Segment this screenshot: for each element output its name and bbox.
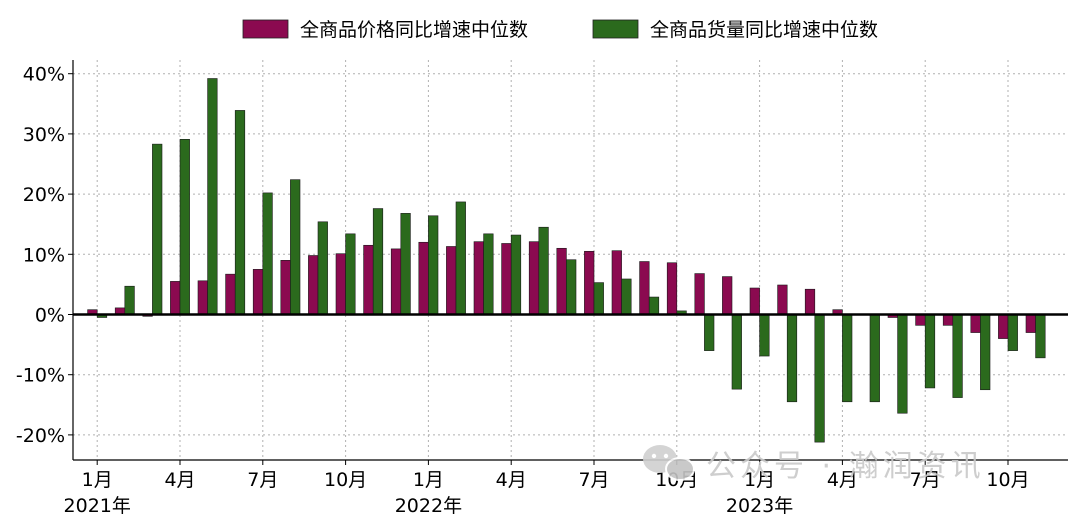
bar-s1-2021-09 (308, 255, 319, 315)
y-tick-label-2: 20% (23, 184, 65, 206)
bar-s2-2022-09 (648, 296, 660, 315)
y-tick-label-1: 30% (23, 124, 65, 146)
x-year-label-8: 2023年 (726, 495, 793, 517)
bar-s2-2023-02 (786, 314, 798, 403)
bar-s1-2021-10 (335, 253, 346, 315)
y-tick-label-6: -20% (16, 425, 65, 447)
x-tick-label-10: 7月 (910, 469, 941, 491)
bars (87, 78, 1046, 443)
watermark-text: 公众号 · 瀚润资讯 (706, 449, 985, 484)
bar-s1-2021-06 (225, 273, 236, 315)
bar-s2-2021-02 (124, 285, 135, 315)
x-tick-label-6: 7月 (578, 469, 609, 491)
bar-s2-2023-01 (759, 314, 770, 357)
x-tick-label-5: 4月 (496, 469, 527, 491)
watermark: 公众号 · 瀚润资讯 (643, 445, 985, 484)
bar-s2-2023-04 (842, 314, 853, 403)
bar-s2-2022-06 (566, 259, 577, 315)
bar-s2-2021-03 (152, 143, 163, 315)
bar-s2-2022-02 (455, 201, 466, 315)
bar-s2-2022-12 (731, 314, 742, 390)
bar-s1-2022-08 (611, 250, 622, 315)
bar-s1-2023-01 (749, 287, 760, 315)
x-tick-label-0: 1月 (82, 469, 113, 491)
bar-s2-2021-04 (179, 139, 190, 315)
x-tick-label-3: 10月 (324, 469, 367, 491)
bar-s1-2021-05 (197, 280, 208, 315)
bar-s1-2022-10 (666, 262, 678, 315)
bar-s2-2021-11 (372, 208, 384, 315)
y-tick-label-4: 0% (35, 305, 65, 327)
bar-s1-2023-07 (915, 314, 926, 326)
legend-label-2: 全商品货量同比增速中位数 (650, 19, 878, 41)
bar-s1-2022-05 (528, 241, 540, 315)
bar-s1-2022-04 (501, 243, 512, 315)
bar-s1-2022-12 (722, 276, 733, 315)
bar-s2-2023-07 (924, 314, 936, 389)
bar-s2-2022-01 (428, 215, 439, 315)
bar-s1-2022-01 (418, 241, 429, 315)
wechat-icon (643, 445, 695, 481)
x-tick-label-9: 4月 (827, 469, 858, 491)
bar-s2-2021-09 (317, 221, 328, 315)
bar-s1-2021-11 (363, 244, 374, 315)
bar-s1-2021-07 (252, 269, 264, 315)
legend: 全商品价格同比增速中位数 全商品货量同比增速中位数 (242, 19, 878, 41)
bar-s1-2022-02 (446, 246, 457, 315)
bar-s2-2021-06 (234, 110, 246, 315)
bar-s2-2021-08 (290, 179, 301, 315)
bar-s1-2022-11 (694, 273, 705, 315)
x-tick-label-8: 1月 (744, 469, 775, 491)
bar-s2-2022-03 (483, 233, 494, 315)
axes (72, 60, 1068, 461)
x-tick-label-4: 1月 (413, 469, 444, 491)
x-tick-label-11: 10月 (986, 469, 1029, 491)
y-tick-label-5: -10% (16, 365, 65, 387)
bar-s2-2023-10 (1007, 314, 1018, 351)
bar-s1-2022-06 (556, 247, 567, 315)
bar-s2-2022-07 (593, 282, 604, 315)
x-year-label-4: 2022年 (395, 495, 462, 517)
bar-s1-2023-11 (1025, 314, 1036, 333)
bar-s2-2021-05 (207, 78, 218, 315)
legend-label-1: 全商品价格同比增速中位数 (300, 19, 528, 41)
bar-s2-2023-11 (1035, 314, 1046, 359)
y-axis-ticks: 40% 30% 20% 10% 0% -10% -20% (16, 64, 73, 447)
y-tick-label-0: 40% (23, 64, 65, 86)
bar-s2-2021-12 (400, 213, 411, 315)
bar-s1-2021-08 (280, 260, 291, 315)
bar-s2-2023-03 (814, 314, 825, 443)
bar-s2-2023-06 (897, 314, 908, 414)
x-tick-label-1: 4月 (164, 469, 195, 491)
y-tick-label-3: 10% (23, 244, 65, 266)
x-year-label-0: 2021年 (64, 495, 131, 517)
bar-s1-2021-04 (170, 281, 181, 315)
x-tick-label-2: 7月 (247, 469, 278, 491)
bar-s2-2022-04 (510, 234, 522, 315)
bar-s1-2021-12 (390, 248, 402, 315)
x-axis-ticks: 1月2021年4月7月10月1月2022年4月7月10月1月2023年4月7月1… (64, 460, 1030, 517)
bar-s1-2023-02 (777, 284, 788, 315)
bar-s1-2023-08 (942, 314, 954, 326)
bar-s2-2021-07 (262, 192, 273, 315)
bar-s2-2021-10 (345, 233, 356, 315)
bar-s1-2023-03 (804, 288, 816, 315)
bar-s1-2022-07 (584, 250, 595, 315)
bar-s2-2022-08 (621, 278, 632, 315)
bar-s2-2023-08 (952, 314, 963, 398)
bar-s2-2022-11 (704, 314, 715, 351)
bar-s1-2022-09 (639, 261, 650, 315)
bar-s2-2023-05 (869, 314, 880, 403)
bar-s1-2022-03 (473, 241, 484, 315)
legend-swatch-1 (242, 19, 289, 39)
bar-s2-2022-05 (538, 226, 549, 315)
bar-s1-2023-09 (970, 314, 981, 333)
legend-swatch-2 (592, 19, 639, 39)
bar-s1-2023-10 (998, 314, 1009, 339)
bar-s2-2023-09 (980, 314, 991, 391)
